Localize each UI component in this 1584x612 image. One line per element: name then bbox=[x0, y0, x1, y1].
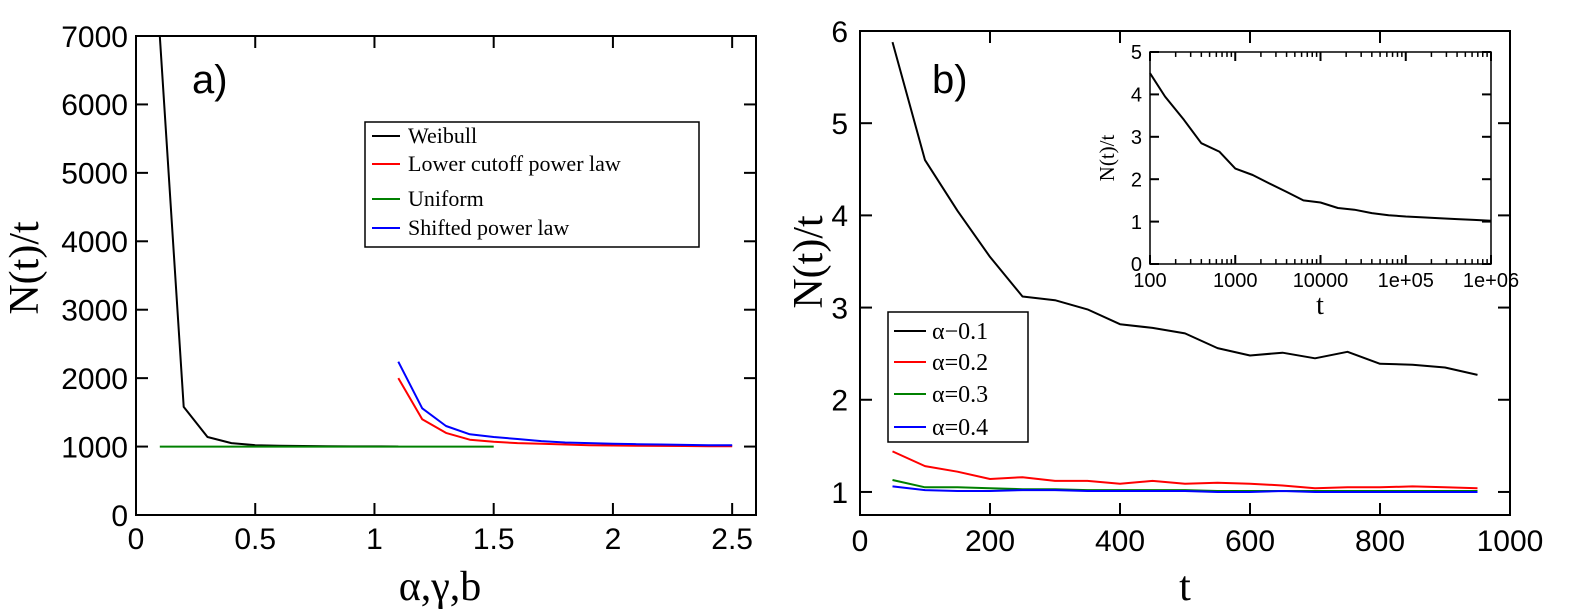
inset-x-tick-label: 1e+05 bbox=[1378, 270, 1434, 292]
panel-a-y-tick-label: 6000 bbox=[61, 89, 128, 122]
panel-a-x-tick-label: 1 bbox=[366, 523, 383, 556]
panel-b-series-group bbox=[891, 41, 1478, 493]
panel-a-y-tick-label: 5000 bbox=[61, 158, 128, 191]
inset-y-tick-label: 5 bbox=[1131, 42, 1142, 64]
inset-series-n-t-t bbox=[1149, 72, 1492, 222]
panel-b-y-tick-label: 4 bbox=[831, 200, 848, 233]
panel-a-legend-box bbox=[364, 121, 700, 248]
inset-ticks: 100 1000 10000 1e+05 1e+06 0 1 2 3 4 5 bbox=[1131, 42, 1519, 292]
panel-b-x-axis-title: t bbox=[1179, 564, 1191, 610]
inset-y-tick-label: 3 bbox=[1131, 127, 1142, 149]
panel-a-x-tick-label: 2.5 bbox=[711, 523, 753, 556]
legend-label-lower-cutoff: Lower cutoff power law bbox=[408, 151, 621, 176]
inset-y-axis-title: N(t)/t bbox=[1095, 135, 1119, 182]
panel-a-x-tick-label: 0.5 bbox=[234, 523, 276, 556]
legend-label-uniform: Uniform bbox=[408, 186, 484, 211]
inset-plot-frame bbox=[1149, 51, 1492, 265]
panel-a-y-tick-label: 7000 bbox=[61, 21, 128, 54]
inset-y-tick-label: 0 bbox=[1131, 254, 1142, 276]
panel-a-x-tick-label: 0 bbox=[128, 523, 145, 556]
panel-b-legend: α−0.1 α=0.2 α=0.3 α=0.4 bbox=[887, 311, 1029, 443]
panel-b-y-tick-label: 6 bbox=[831, 16, 848, 49]
panel-b-x-tick-label: 400 bbox=[1095, 525, 1145, 558]
inset-x-tick-label: 100 bbox=[1133, 270, 1166, 292]
panel-b-label: b) bbox=[932, 58, 968, 102]
panel-a-label: a) bbox=[192, 58, 228, 102]
inset-x-tick-label: 1000 bbox=[1213, 270, 1258, 292]
panel-a-y-tick-label: 0 bbox=[111, 500, 128, 533]
panel-b-x-tick-label: 1000 bbox=[1477, 525, 1544, 558]
panel-a-series-group bbox=[158, 35, 733, 448]
panel-b-y-tick-label: 1 bbox=[831, 477, 848, 510]
panel-a-ticks: 0 0.5 1 1.5 2 2.5 0 1000 2000 3000 4000 5000 6000 700… bbox=[61, 21, 756, 556]
legend-label-shifted: Shifted power law bbox=[408, 215, 569, 240]
panel-b-x-tick-label: 0 bbox=[852, 525, 869, 558]
panel-b-x-tick-label: 600 bbox=[1225, 525, 1275, 558]
panel-b-series-0-1 bbox=[891, 41, 1478, 376]
panel-b-series-0-3 bbox=[892, 479, 1478, 492]
panel-a: 0 0.5 1 1.5 2 2.5 0 1000 2000 3000 4000 5000 6000 700… bbox=[2, 21, 757, 610]
legend-label-alpha-01: α−0.1 bbox=[932, 319, 988, 345]
panel-b-y-tick-label: 5 bbox=[831, 108, 848, 141]
inset-y-tick-label: 1 bbox=[1131, 212, 1142, 234]
inset-y-tick-label: 4 bbox=[1131, 85, 1142, 107]
panel-b-legend-box bbox=[887, 311, 1029, 443]
panel-a-x-tick-label: 1.5 bbox=[473, 523, 515, 556]
legend-label-alpha-04: α=0.4 bbox=[932, 415, 988, 441]
inset-x-tick-label: 10000 bbox=[1293, 270, 1349, 292]
inset-y-tick-label: 2 bbox=[1131, 169, 1142, 191]
panel-a-y-tick-label: 3000 bbox=[61, 295, 128, 328]
panel-a-x-axis-title: α,γ,b bbox=[399, 564, 482, 610]
panel-a-plot-frame bbox=[135, 35, 757, 516]
panel-b-y-axis-title: N(t)/t bbox=[786, 215, 832, 309]
panel-b-y-tick-label: 3 bbox=[831, 292, 848, 325]
inset-series-group bbox=[1149, 72, 1492, 222]
legend-label-alpha-02: α=0.2 bbox=[932, 350, 988, 376]
panel-a-series-shifted-power-law bbox=[397, 361, 733, 447]
panel-a-y-tick-label: 4000 bbox=[61, 226, 128, 259]
panel-b-inset: 100 1000 10000 1e+05 1e+06 0 1 2 3 4 5 t N(t)/t bbox=[1095, 42, 1519, 321]
inset-x-tick-label: 1e+06 bbox=[1463, 270, 1519, 292]
panel-b-y-tick-label: 2 bbox=[831, 385, 848, 418]
panel-a-x-tick-label: 2 bbox=[605, 523, 622, 556]
panel-b-x-tick-label: 800 bbox=[1355, 525, 1405, 558]
panel-b-series-0-4 bbox=[892, 485, 1478, 493]
inset-x-axis-title: t bbox=[1316, 290, 1324, 321]
panel-b-plot-frame bbox=[859, 30, 1511, 516]
panel-a-y-tick-label: 1000 bbox=[61, 431, 128, 464]
panel-a-legend: Weibull Lower cutoff power law Uniform S… bbox=[364, 121, 700, 248]
panel-b-series-0-2 bbox=[892, 450, 1478, 490]
legend-label-weibull: Weibull bbox=[408, 123, 477, 148]
panel-a-y-axis-title: N(t)/t bbox=[2, 221, 48, 315]
panel-a-series-lower-cutoff-power-law bbox=[397, 377, 733, 448]
panel-a-y-tick-label: 2000 bbox=[61, 363, 128, 396]
panel-b-x-tick-label: 200 bbox=[965, 525, 1015, 558]
legend-label-alpha-03: α=0.3 bbox=[932, 382, 988, 408]
